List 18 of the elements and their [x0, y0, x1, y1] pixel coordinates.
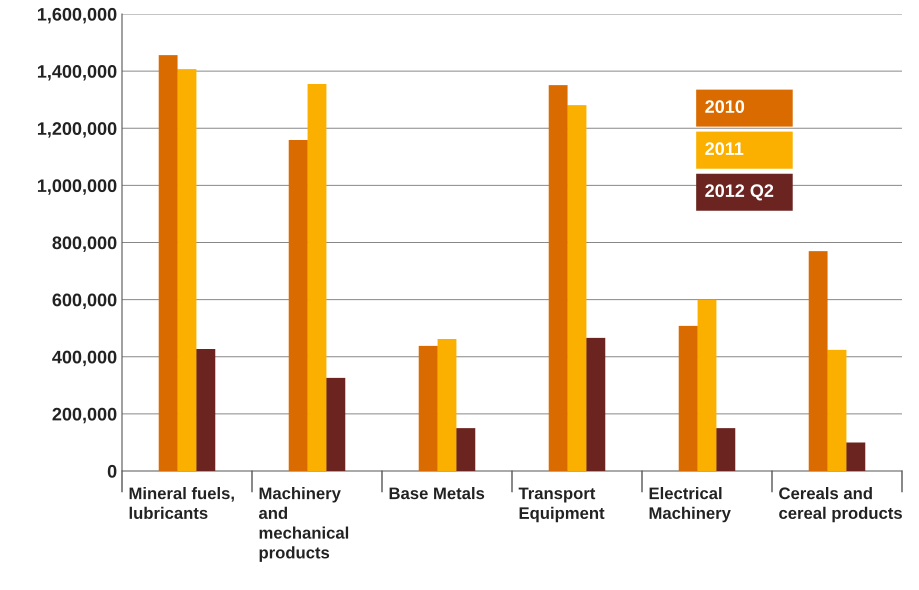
- y-tick-label: 1,400,000: [38, 65, 116, 80]
- text: 2010: [705, 100, 744, 113]
- x-tick-label: Base Metals: [390, 486, 484, 500]
- x-tick-label: Electrical Machinery: [650, 486, 731, 522]
- text: 2012 Q2: [705, 184, 774, 200]
- x-tick-label: Cereals and cereal products: [779, 486, 902, 522]
- y-tick-label: 400,000: [52, 350, 116, 366]
- x-tick-label: Machinery and mechanical products: [258, 486, 348, 562]
- y-tick-label: 800,000: [52, 236, 116, 252]
- y-tick-label: 200,000: [52, 408, 116, 424]
- y-tick-label: 0: [108, 464, 116, 478]
- y-tick-label: 600,000: [52, 294, 116, 309]
- x-tick-label: Transport Equipment: [518, 488, 604, 522]
- y-tick-label: 1,200,000: [38, 122, 116, 138]
- x-tick-label: Mineral fuels, lubricants: [130, 486, 234, 519]
- y-tick-label: 1,600,000: [38, 8, 116, 24]
- text: 2011: [705, 142, 744, 156]
- y-tick-label: 1,000,000: [38, 179, 116, 195]
